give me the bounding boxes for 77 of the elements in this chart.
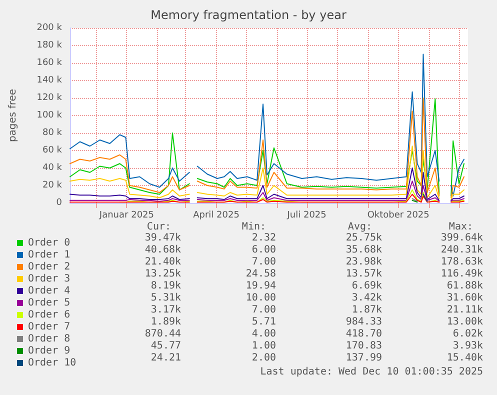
y-tick-label: 0 [56, 198, 62, 208]
x-tick-label: Oktober 2025 [367, 210, 430, 220]
text: 8.19k [150, 280, 182, 292]
y-tick-label: 80 k [42, 128, 63, 138]
text: 21.11k [446, 304, 483, 316]
text: 13.00k [446, 316, 483, 328]
legend-label: Order 6 [28, 310, 70, 320]
text: 5.71 [252, 316, 276, 328]
x-tick-label: Juli 2025 [286, 210, 326, 220]
text: 6.00 [252, 244, 276, 256]
text: 23.98k [346, 256, 382, 268]
legend-label: Order 5 [28, 298, 70, 308]
legend-label: Order 2 [28, 262, 70, 272]
text: 2.00 [252, 352, 276, 364]
legend-label: Order 3 [28, 274, 70, 284]
x-tick-label: Januar 2025 [98, 210, 154, 220]
text: 116.49k [440, 268, 484, 280]
y-axis-title: pages free [8, 88, 18, 142]
legend-label: Order 7 [28, 322, 70, 332]
text: 40.68k [144, 244, 181, 256]
y-tick-label: 200 k [36, 23, 63, 33]
text: 19.94 [246, 280, 276, 292]
y-tick-label: 100 k [36, 110, 63, 120]
chart-title: Memory fragmentation - by year [150, 8, 346, 22]
text: 870.44 [144, 328, 181, 340]
text: 35.68k [346, 244, 382, 256]
legend-label: Order 8 [28, 334, 70, 344]
legend-label: Order 1 [28, 250, 70, 260]
text: 3.17k [150, 304, 182, 316]
y-tick-label: 140 k [36, 76, 63, 86]
y-tick-label: 120 k [36, 93, 63, 103]
text: 24.58 [246, 268, 276, 280]
y-tick-label: 20 k [42, 180, 63, 190]
legend-label: Order 10 [28, 358, 76, 368]
text: 5.31k [150, 292, 182, 304]
text: 7.00 [252, 304, 276, 316]
text: Cur: [146, 222, 172, 232]
text: 10.00 [246, 292, 276, 304]
text: 1.87k [352, 304, 382, 316]
y-tick-label: 180 k [36, 40, 63, 50]
y-tick-label: 40 k [42, 163, 63, 173]
text: 13.25k [144, 268, 181, 280]
text: 1.00 [252, 340, 276, 352]
text: 418.70 [346, 328, 382, 340]
text: 45.77 [150, 340, 182, 352]
y-tick-label: 160 k [36, 58, 63, 68]
text: 178.63k [440, 256, 484, 268]
y-tick-label: 60 k [42, 146, 63, 156]
legend-label: Order 9 [28, 346, 70, 356]
text: 24.21 [150, 352, 182, 364]
text: 240.31k [440, 244, 484, 256]
text: 39.47k [144, 232, 181, 244]
text: Avg: [348, 222, 372, 232]
text: 4.00 [252, 328, 276, 340]
text: 7.00 [252, 256, 276, 268]
text: 25.75k [346, 232, 382, 244]
text: Min: [242, 222, 266, 232]
text: Last update: Wed Dec 10 01:00:35 2025 [260, 366, 484, 378]
text: 399.64k [440, 232, 484, 244]
legend-label: Order 4 [28, 286, 70, 296]
text: 2.32 [252, 232, 276, 244]
x-tick-label: April 2025 [193, 210, 240, 220]
text: Max: [448, 222, 474, 232]
text: 170.83 [346, 340, 382, 352]
text: 3.93k [452, 340, 484, 352]
legend-label: Order 0 [28, 238, 70, 248]
text: 31.60k [446, 292, 483, 304]
text: 61.88k [446, 280, 483, 292]
text: 3.42k [352, 292, 382, 304]
text: 15.40k [446, 352, 483, 364]
text: 13.57k [346, 268, 382, 280]
text: 984.33 [346, 316, 382, 328]
text: 21.40k [144, 256, 181, 268]
text: 6.02k [452, 328, 484, 340]
text: 1.89k [150, 316, 182, 328]
text: 6.69k [352, 280, 382, 292]
text: 137.99 [346, 352, 382, 364]
